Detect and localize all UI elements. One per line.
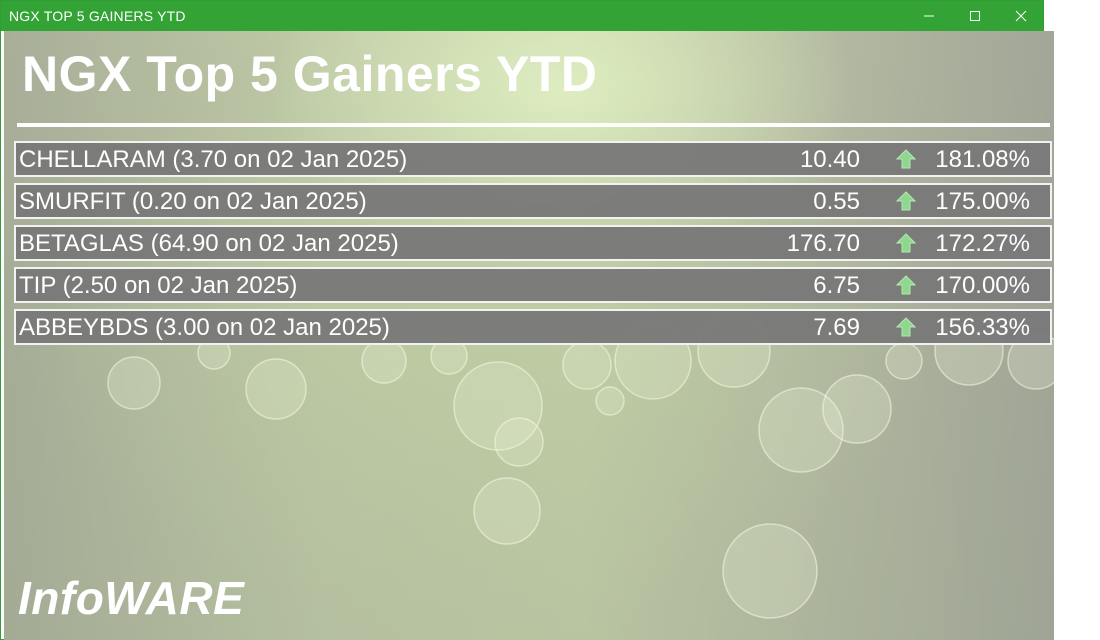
brand-logo: InfoWARE	[18, 572, 245, 624]
up-arrow-icon	[896, 191, 916, 211]
up-arrow-icon	[896, 149, 916, 169]
gainer-row[interactable]: SMURFIT (0.20 on 02 Jan 2025) 0.55 175.0…	[14, 183, 1052, 219]
stock-price: 0.55	[813, 188, 860, 215]
stock-label: SMURFIT (0.20 on 02 Jan 2025)	[19, 188, 367, 215]
stock-price: 6.75	[813, 272, 860, 299]
percent-change: 172.27%	[935, 230, 1030, 257]
percent-change: 175.00%	[935, 188, 1030, 215]
gainers-list: CHELLARAM (3.70 on 02 Jan 2025) 10.40 18…	[14, 141, 1052, 351]
percent-change: 181.08%	[935, 146, 1030, 173]
gainer-row[interactable]: TIP (2.50 on 02 Jan 2025) 6.75 170.00%	[14, 267, 1052, 303]
close-icon	[1015, 10, 1027, 22]
title-bar[interactable]: NGX TOP 5 GAINERS YTD	[1, 1, 1043, 31]
stock-label: ABBEYBDS (3.00 on 02 Jan 2025)	[19, 314, 390, 341]
up-arrow-icon	[896, 317, 916, 337]
stock-price: 176.70	[786, 230, 860, 257]
stock-label: CHELLARAM (3.70 on 02 Jan 2025)	[19, 146, 408, 173]
maximize-button[interactable]	[952, 1, 998, 31]
stock-price: 7.69	[813, 314, 860, 341]
up-arrow-icon	[896, 233, 916, 253]
gainer-row[interactable]: ABBEYBDS (3.00 on 02 Jan 2025) 7.69 156.…	[14, 309, 1052, 345]
gainers-panel: NGX Top 5 Gainers YTD CHELLARAM (3.70 on…	[4, 31, 1054, 640]
stock-label: TIP (2.50 on 02 Jan 2025)	[19, 272, 298, 299]
minimize-icon	[924, 15, 934, 17]
percent-change: 170.00%	[935, 272, 1030, 299]
background-bokeh	[107, 314, 1054, 619]
window-title: NGX TOP 5 GAINERS YTD	[9, 8, 186, 24]
percent-change: 156.33%	[935, 314, 1030, 341]
stock-label: BETAGLAS (64.90 on 02 Jan 2025)	[19, 230, 399, 257]
maximize-icon	[970, 11, 980, 21]
up-arrow-icon	[896, 275, 916, 295]
gainer-row[interactable]: BETAGLAS (64.90 on 02 Jan 2025) 176.70 1…	[14, 225, 1052, 261]
stock-price: 10.40	[799, 146, 860, 173]
close-button[interactable]	[998, 1, 1044, 31]
gainer-row[interactable]: CHELLARAM (3.70 on 02 Jan 2025) 10.40 18…	[14, 141, 1052, 177]
title-divider	[17, 123, 1050, 127]
minimize-button[interactable]	[906, 1, 952, 31]
page-title: NGX Top 5 Gainers YTD	[22, 46, 598, 102]
